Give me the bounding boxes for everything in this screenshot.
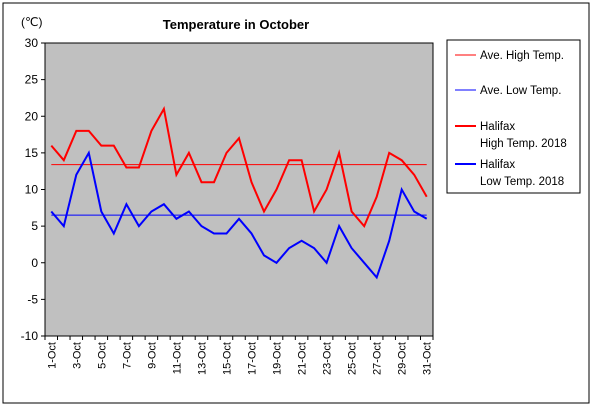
legend-label-0: Ave. High Temp. [480, 50, 564, 62]
y-tick-label: 5 [31, 219, 38, 233]
plot-area [44, 42, 434, 337]
y-axis: 30 25 20 15 10 5 0 -5 -10 [21, 36, 45, 343]
x-tick-label: 23-Oct [322, 342, 334, 375]
y-tick-label: 10 [25, 183, 39, 197]
x-tick-label: 7-Oct [121, 342, 133, 369]
y-axis-unit: (℃) [21, 15, 42, 29]
x-tick-label: 29-Oct [397, 342, 409, 375]
legend: Ave. High Temp. Ave. Low Temp. Halifax High… [455, 50, 567, 188]
y-tick-label: 0 [31, 256, 38, 270]
legend-label-2: Halifax High Temp. 2018 [480, 121, 567, 150]
x-tick-label: 11-Oct [171, 342, 183, 374]
y-tick-label: -10 [21, 329, 39, 343]
y-tick-label: 20 [25, 109, 39, 123]
chart-title: Temperature in October [163, 17, 309, 32]
series-lines [50, 106, 428, 280]
x-tick-label: 17-Oct [247, 342, 259, 375]
legend-box [446, 39, 581, 194]
y-tick-label: -5 [27, 292, 38, 306]
x-tick-label: 5-Oct [96, 342, 108, 369]
x-tick-label: 9-Oct [146, 342, 158, 369]
x-tick-label: 13-Oct [196, 342, 208, 375]
x-tick-label: 25-Oct [347, 342, 359, 375]
x-tick-label: 19-Oct [272, 342, 284, 375]
y-tick-label: 15 [25, 146, 39, 160]
y-tick-label: 25 [25, 73, 39, 87]
legend-label-3: Halifax Low Temp. 2018 [480, 159, 564, 188]
x-tick-label: 15-Oct [221, 342, 233, 375]
x-tick-label: 31-Oct [422, 342, 434, 375]
y-tick-label: 30 [25, 36, 39, 50]
x-tick-label: 27-Oct [372, 342, 384, 375]
x-tick-label: 3-Oct [71, 342, 83, 369]
series-line-3 [50, 150, 428, 280]
x-tick-label: 21-Oct [297, 342, 309, 375]
x-tick-label: 1-Oct [46, 342, 58, 369]
series-line-2 [50, 106, 428, 228]
legend-label-1: Ave. Low Temp. [480, 85, 561, 97]
x-axis: 1-Oct 3-Oct 5-Oct 7-Oct 9-Oct 11-Oct 13-Oct 15-… [44, 336, 434, 375]
